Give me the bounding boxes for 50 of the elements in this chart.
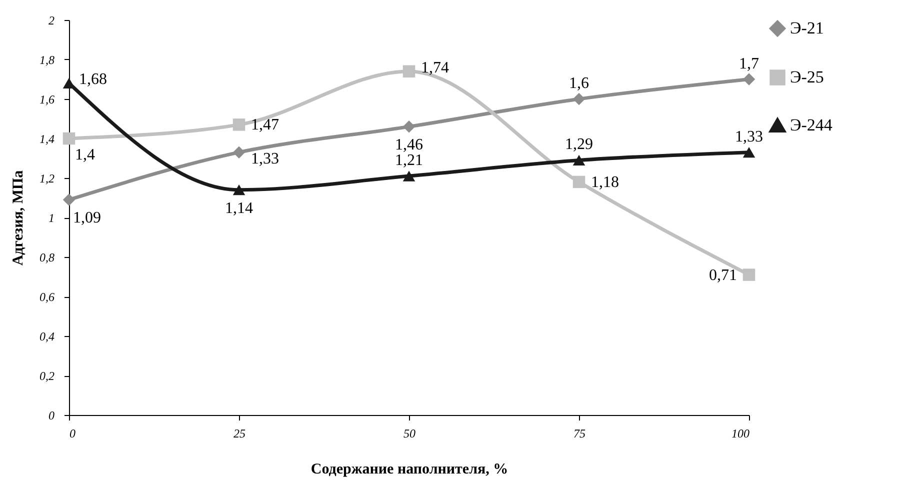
data-label: 1,4 bbox=[75, 146, 95, 164]
x-tick-label: 100 bbox=[732, 426, 750, 440]
data-label: 1,33 bbox=[251, 150, 279, 168]
y-tick-label: 0 bbox=[48, 408, 54, 422]
point bbox=[402, 65, 416, 78]
legend-label: Э-25 bbox=[790, 68, 824, 86]
point bbox=[572, 176, 586, 188]
y-tick-label: 2 bbox=[48, 14, 54, 28]
point bbox=[742, 73, 756, 86]
data-label: 1,6 bbox=[569, 75, 589, 92]
y-tick-label: 0,4 bbox=[40, 330, 54, 344]
point bbox=[742, 147, 756, 158]
legend-label: Э-244 bbox=[790, 116, 833, 134]
y-tick-label: 1,8 bbox=[40, 53, 54, 67]
point bbox=[62, 132, 76, 145]
data-label: 1,29 bbox=[565, 136, 593, 154]
y-tick-label: 1,4 bbox=[40, 132, 54, 146]
data-label: 1,33 bbox=[735, 128, 763, 146]
y-tick-label: 1,6 bbox=[40, 92, 54, 106]
point bbox=[62, 194, 76, 206]
point bbox=[232, 118, 246, 131]
data-label: 1,46 bbox=[395, 136, 423, 154]
x-tick-label: 25 bbox=[234, 426, 246, 440]
y-tick-label: 0,6 bbox=[40, 290, 54, 304]
x-axis-title: Содержание наполнителя, % bbox=[310, 462, 508, 478]
point bbox=[572, 154, 586, 166]
y-tick-label: 1 bbox=[48, 211, 54, 225]
data-label: 1,74 bbox=[421, 59, 449, 76]
y-tick-label: 0,2 bbox=[40, 369, 54, 383]
point bbox=[572, 92, 586, 106]
point bbox=[742, 268, 756, 281]
legend-label: Э-21 bbox=[790, 18, 824, 38]
x-tick-label: 75 bbox=[574, 426, 586, 440]
x-tick-label: 50 bbox=[404, 426, 416, 440]
y-tick-label: 1,2 bbox=[40, 172, 54, 186]
data-label: 1,68 bbox=[79, 71, 107, 88]
y-axis-title: Адгезия, МПа bbox=[10, 170, 26, 266]
data-label: 1,09 bbox=[73, 210, 101, 227]
point bbox=[402, 120, 416, 133]
point bbox=[402, 170, 416, 182]
y-tick-label: 0,8 bbox=[40, 250, 54, 264]
data-label: 1,21 bbox=[395, 152, 423, 170]
data-label: 1,18 bbox=[591, 174, 619, 191]
point bbox=[232, 184, 246, 196]
data-label: 1,14 bbox=[225, 200, 253, 217]
x-tick-label: 0 bbox=[70, 426, 76, 440]
data-label: 1,7 bbox=[739, 55, 759, 72]
data-label: 0,71 bbox=[709, 266, 737, 284]
data-label: 1,47 bbox=[251, 116, 279, 134]
point bbox=[232, 146, 246, 158]
